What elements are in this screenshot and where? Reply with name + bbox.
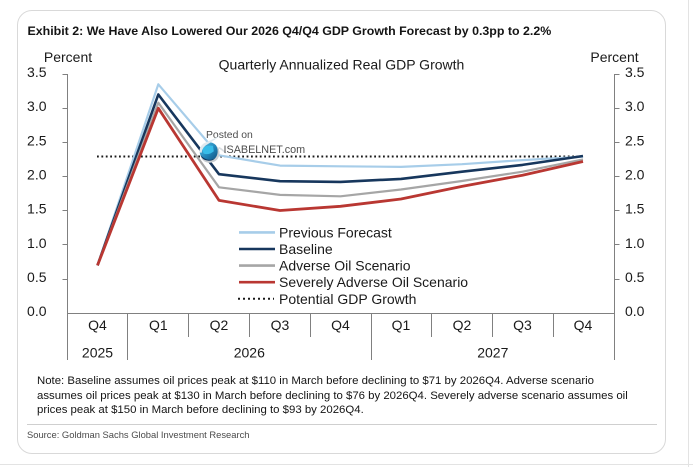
svg-text:3.5: 3.5 — [27, 64, 47, 80]
svg-text:Q4: Q4 — [574, 317, 593, 333]
svg-text:0.5: 0.5 — [625, 269, 645, 285]
svg-text:1.5: 1.5 — [27, 201, 47, 217]
svg-text:Previous Forecast: Previous Forecast — [279, 224, 392, 240]
svg-text:2.0: 2.0 — [27, 167, 47, 183]
svg-text:Percent: Percent — [44, 49, 92, 65]
svg-text:Quarterly Annualized Real GDP: Quarterly Annualized Real GDP Growth — [219, 57, 465, 73]
svg-text:1.0: 1.0 — [625, 235, 645, 251]
svg-text:1.5: 1.5 — [625, 201, 645, 217]
svg-text:Percent: Percent — [590, 49, 638, 65]
svg-text:Baseline: Baseline — [279, 241, 333, 257]
svg-text:2026: 2026 — [234, 345, 265, 361]
svg-text:3.0: 3.0 — [625, 98, 645, 114]
svg-text:0.0: 0.0 — [27, 303, 47, 319]
svg-text:Q1: Q1 — [392, 317, 411, 333]
svg-text:Adverse Oil Scenario: Adverse Oil Scenario — [279, 258, 411, 274]
svg-text:Q2: Q2 — [210, 317, 229, 333]
svg-text:Severely Adverse Oil Scenario: Severely Adverse Oil Scenario — [279, 274, 468, 290]
svg-text:2.5: 2.5 — [27, 132, 47, 148]
svg-text:1.0: 1.0 — [27, 235, 47, 251]
svg-text:Q3: Q3 — [513, 317, 532, 333]
svg-text:3.5: 3.5 — [625, 64, 645, 80]
svg-text:ISABELNET.com: ISABELNET.com — [224, 144, 306, 156]
svg-text:2027: 2027 — [477, 345, 508, 361]
svg-text:Q1: Q1 — [149, 317, 168, 333]
svg-text:Posted on: Posted on — [206, 130, 253, 141]
svg-text:Q3: Q3 — [271, 317, 290, 333]
svg-text:2025: 2025 — [82, 345, 113, 361]
svg-text:Q2: Q2 — [453, 317, 472, 333]
svg-text:2.0: 2.0 — [625, 167, 645, 183]
svg-text:3.0: 3.0 — [27, 98, 47, 114]
svg-text:0.0: 0.0 — [625, 303, 645, 319]
svg-text:Q4: Q4 — [88, 317, 107, 333]
svg-text:Potential GDP Growth: Potential GDP Growth — [279, 291, 416, 307]
svg-text:2.5: 2.5 — [625, 132, 645, 148]
svg-text:Q4: Q4 — [331, 317, 350, 333]
svg-text:0.5: 0.5 — [27, 269, 47, 285]
